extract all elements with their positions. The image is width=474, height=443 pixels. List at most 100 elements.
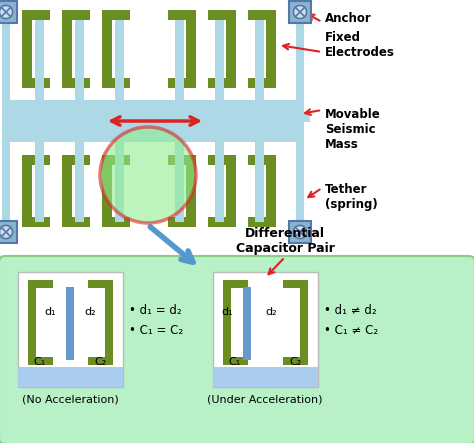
Bar: [243, 287, 251, 360]
Bar: [62, 10, 72, 88]
Bar: [22, 10, 50, 20]
Bar: [62, 217, 90, 227]
Bar: [248, 10, 276, 20]
Bar: [28, 280, 53, 288]
Bar: [66, 287, 74, 360]
Text: Differential
Capacitor Pair: Differential Capacitor Pair: [236, 227, 335, 255]
Bar: [22, 155, 50, 165]
Circle shape: [0, 225, 13, 239]
Bar: [208, 217, 236, 227]
Bar: [186, 10, 196, 88]
Bar: [168, 78, 196, 88]
Bar: [22, 10, 32, 88]
Bar: [35, 142, 44, 222]
Bar: [18, 367, 123, 387]
Bar: [88, 357, 113, 365]
Bar: [102, 155, 130, 165]
Bar: [75, 142, 84, 222]
Bar: [0, 0, 315, 245]
Circle shape: [100, 127, 196, 223]
Bar: [289, 1, 311, 23]
Bar: [102, 10, 112, 88]
Bar: [35, 20, 44, 103]
Text: C₁: C₁: [229, 357, 241, 367]
Text: Tether
(spring): Tether (spring): [325, 183, 378, 211]
Text: • C₁ = C₂: • C₁ = C₂: [129, 323, 183, 337]
Bar: [208, 10, 236, 20]
Circle shape: [293, 225, 307, 239]
Bar: [223, 280, 231, 365]
Text: d₁: d₁: [45, 307, 56, 317]
Text: • d₁ ≠ d₂: • d₁ ≠ d₂: [324, 303, 377, 316]
Bar: [186, 155, 196, 227]
Text: Anchor: Anchor: [325, 12, 372, 24]
Text: • d₁ = d₂: • d₁ = d₂: [129, 303, 182, 316]
Bar: [62, 155, 72, 227]
Bar: [283, 357, 308, 365]
FancyBboxPatch shape: [0, 256, 474, 443]
Bar: [102, 78, 130, 88]
Bar: [213, 367, 318, 387]
Bar: [296, 114, 310, 122]
Bar: [115, 142, 124, 222]
Text: • C₁ ≠ C₂: • C₁ ≠ C₂: [324, 323, 378, 337]
Text: C₁: C₁: [34, 357, 46, 367]
Bar: [2, 114, 16, 122]
Bar: [0, 221, 17, 243]
Text: C₂: C₂: [290, 357, 302, 367]
Bar: [300, 280, 308, 365]
Bar: [223, 357, 248, 365]
Text: (Under Acceleration): (Under Acceleration): [207, 395, 323, 405]
Text: Movable
Seismic
Mass: Movable Seismic Mass: [325, 108, 381, 151]
Bar: [8, 100, 296, 142]
Bar: [115, 20, 124, 103]
Bar: [226, 10, 236, 88]
Bar: [248, 78, 276, 88]
Bar: [105, 280, 113, 365]
Bar: [213, 272, 318, 387]
Bar: [88, 280, 113, 288]
Bar: [266, 155, 276, 227]
Bar: [248, 217, 276, 227]
Bar: [62, 155, 90, 165]
Bar: [62, 78, 90, 88]
Bar: [255, 142, 264, 222]
Bar: [223, 280, 248, 288]
Bar: [215, 20, 224, 103]
Bar: [62, 10, 90, 20]
Bar: [283, 280, 308, 288]
Bar: [175, 20, 184, 103]
Bar: [102, 10, 130, 20]
Bar: [208, 155, 236, 165]
Text: d₂: d₂: [84, 307, 96, 317]
Bar: [2, 8, 10, 238]
Bar: [215, 142, 224, 222]
Bar: [28, 357, 53, 365]
Bar: [168, 155, 196, 165]
Bar: [18, 272, 123, 387]
Bar: [226, 155, 236, 227]
Bar: [102, 155, 112, 227]
Bar: [168, 217, 196, 227]
Text: (No Acceleration): (No Acceleration): [22, 395, 119, 405]
Bar: [102, 217, 130, 227]
Bar: [248, 155, 276, 165]
Bar: [22, 78, 50, 88]
Bar: [0, 1, 17, 23]
Bar: [289, 221, 311, 243]
Bar: [22, 217, 50, 227]
Text: d₂: d₂: [265, 307, 277, 317]
Bar: [175, 142, 184, 222]
Bar: [266, 10, 276, 88]
Bar: [208, 78, 236, 88]
Text: C₂: C₂: [95, 357, 107, 367]
Circle shape: [293, 5, 307, 19]
Text: Fixed
Electrodes: Fixed Electrodes: [325, 31, 395, 59]
Bar: [168, 10, 196, 20]
Bar: [22, 155, 32, 227]
Circle shape: [0, 5, 13, 19]
Bar: [296, 8, 304, 238]
Bar: [28, 280, 36, 365]
Bar: [255, 20, 264, 103]
Text: d₁: d₁: [221, 307, 233, 317]
